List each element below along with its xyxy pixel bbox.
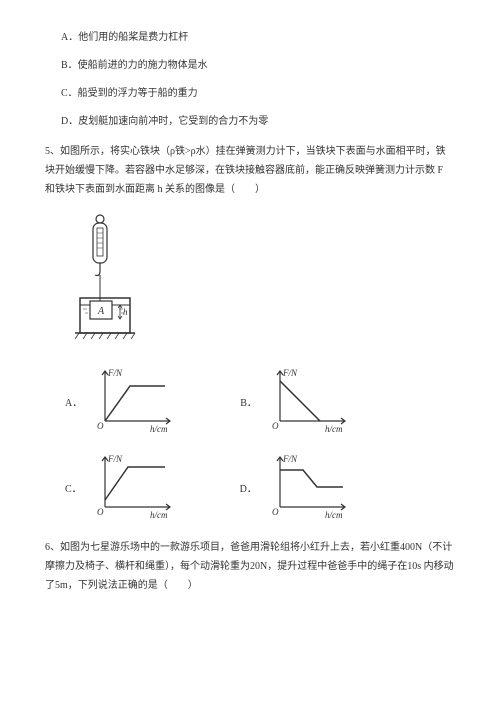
chart-label-c: C． (65, 480, 82, 495)
svg-text:F/N: F/N (107, 454, 123, 464)
chart-item-a: A． F/N h/cm O (65, 366, 180, 436)
q4-option-d: D．皮划艇加速向前冲时，它受到的合力不为零 (45, 114, 455, 130)
chart-d: F/N h/cm O (265, 452, 355, 522)
chart-row-1: A． F/N h/cm O B． F/N h/cm O (45, 366, 455, 436)
q4-option-a: A．他们用的船桨是费力杠杆 (45, 30, 455, 46)
q4-option-b: B．使船前进的力的施力物体是水 (45, 58, 455, 74)
chart-label-d: D． (240, 480, 257, 495)
chart-item-c: C． F/N h/cm O (65, 452, 180, 522)
chart-item-b: B． F/N h/cm O (240, 366, 355, 436)
chart-a: F/N h/cm O (90, 366, 180, 436)
svg-text:h: h (123, 307, 128, 317)
chart-row-2: C． F/N h/cm O D． F/N h/cm O (45, 452, 455, 522)
svg-text:F/N: F/N (107, 368, 123, 378)
q4-option-c: C．船受到的浮力等于船的重力 (45, 86, 455, 102)
svg-text:h/cm: h/cm (150, 424, 168, 434)
svg-text:F/N: F/N (282, 368, 298, 378)
svg-text:h/cm: h/cm (325, 510, 343, 520)
chart-b: F/N h/cm O (265, 366, 355, 436)
svg-text:O: O (97, 507, 104, 517)
svg-text:A: A (97, 306, 105, 317)
q6-text: 6、如图为七星游乐场中的一款游乐项目，爸爸用滑轮组将小红升上去，若小红重400N… (45, 538, 455, 595)
svg-text:O: O (97, 421, 104, 431)
chart-c: F/N h/cm O (90, 452, 180, 522)
q5-apparatus-figure: A h (75, 213, 455, 348)
svg-text:O: O (272, 507, 279, 517)
q5-text: 5、如图所示，将实心铁块（ρ铁>ρ水）挂在弹簧测力计下，当铁块下表面与水面相平时… (45, 142, 455, 199)
chart-label-a: A． (65, 394, 82, 409)
chart-item-d: D． F/N h/cm O (240, 452, 355, 522)
svg-text:h/cm: h/cm (325, 424, 343, 434)
svg-text:h/cm: h/cm (150, 510, 168, 520)
svg-text:O: O (272, 421, 279, 431)
chart-label-b: B． (240, 394, 257, 409)
svg-text:F/N: F/N (282, 454, 298, 464)
